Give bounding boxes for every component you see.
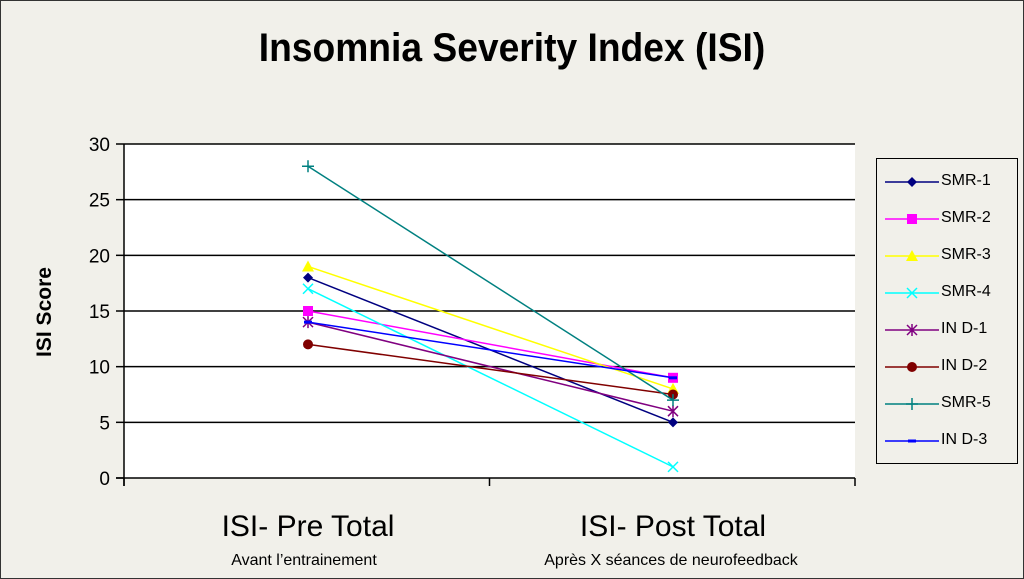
legend-marker xyxy=(907,214,917,224)
legend-swatch xyxy=(885,250,939,261)
x-sublabel-post: Après X séances de neurofeedback xyxy=(544,552,798,569)
legend-marker xyxy=(906,287,918,299)
y-tick-label: 20 xyxy=(89,246,110,267)
legend-swatch xyxy=(885,362,939,372)
data-point xyxy=(303,339,313,350)
y-tick-label: 0 xyxy=(99,469,110,490)
data-point xyxy=(302,160,314,173)
series-smr-5 xyxy=(302,160,679,407)
data-point xyxy=(304,320,312,324)
y-tick-label: 10 xyxy=(89,358,110,379)
legend-label: SMR-5 xyxy=(941,394,991,411)
series-line xyxy=(307,310,674,379)
legend-item: SMR-2 xyxy=(877,204,1017,234)
data-point xyxy=(303,306,313,316)
legend-marker xyxy=(908,439,916,443)
legend-label: IN D-1 xyxy=(941,320,988,337)
data-point xyxy=(302,283,314,295)
legend-swatch xyxy=(885,439,939,443)
y-tick-label: 25 xyxy=(89,191,110,212)
series-line xyxy=(307,288,674,468)
legend-marker xyxy=(906,250,918,261)
legend-label: SMR-3 xyxy=(941,246,991,263)
legend-swatch xyxy=(885,287,939,299)
data-point xyxy=(668,417,678,428)
legend-item: IN D-2 xyxy=(877,352,1017,382)
data-point xyxy=(667,405,679,418)
y-tick-label: 30 xyxy=(89,135,110,156)
legend-item: SMR-1 xyxy=(877,167,1017,197)
legend-label: SMR-2 xyxy=(941,209,991,226)
legend-item: IN D-1 xyxy=(877,315,1017,345)
chart-title: Insomnia Severity Index (ISI) xyxy=(258,26,766,70)
legend-label: SMR-4 xyxy=(941,283,991,300)
legend-swatch xyxy=(885,324,939,336)
legend: SMR-1 SMR-2 SMR-3 SMR-4 IN D-1 IN D-2 SMR-5 IN … xyxy=(876,158,1018,464)
series-line xyxy=(307,321,674,412)
legend-item: SMR-5 xyxy=(877,389,1017,419)
data-point xyxy=(669,376,677,380)
series-line xyxy=(307,165,674,401)
x-sublabel-pre: Avant l’entrainement xyxy=(231,552,377,569)
data-point xyxy=(667,394,679,407)
legend-label: SMR-1 xyxy=(941,172,991,189)
legend-marker xyxy=(907,362,917,372)
data-point xyxy=(303,272,313,283)
y-tick-label: 15 xyxy=(89,302,110,323)
legend-item: SMR-4 xyxy=(877,278,1017,308)
x-tick-label-post: ISI- Post Total xyxy=(579,510,767,543)
legend-item: SMR-3 xyxy=(877,241,1017,271)
legend-marker xyxy=(907,177,917,187)
legend-swatch xyxy=(885,214,939,224)
series-line xyxy=(307,343,674,396)
series-smr-4 xyxy=(302,283,679,473)
legend-swatch xyxy=(885,177,939,187)
series-line xyxy=(307,321,674,379)
series-ind-3 xyxy=(304,320,677,380)
y-tick-label: 5 xyxy=(99,413,110,434)
legend-marker xyxy=(906,398,918,410)
legend-marker xyxy=(906,324,918,336)
data-point xyxy=(667,461,679,473)
legend-item: IN D-3 xyxy=(877,426,1017,456)
data-point xyxy=(302,260,314,272)
legend-label: IN D-3 xyxy=(941,431,988,448)
legend-label: IN D-2 xyxy=(941,357,988,374)
legend-swatch xyxy=(885,398,939,410)
x-tick-label-pre: ISI- Pre Total xyxy=(221,510,395,543)
